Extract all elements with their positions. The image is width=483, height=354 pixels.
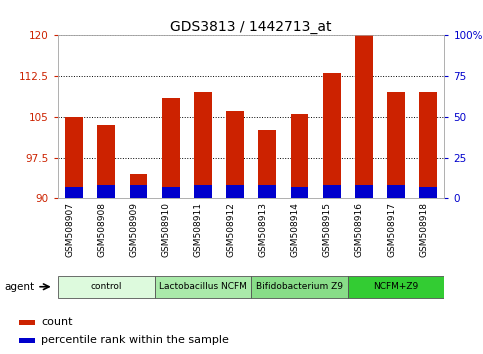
Bar bbox=[258, 130, 276, 198]
Text: GSM508911: GSM508911 bbox=[194, 202, 203, 257]
Bar bbox=[258, 185, 276, 198]
Bar bbox=[19, 338, 35, 343]
Text: GSM508908: GSM508908 bbox=[97, 202, 106, 257]
Bar bbox=[65, 187, 83, 198]
Text: Lactobacillus NCFM: Lactobacillus NCFM bbox=[159, 282, 247, 291]
Text: Bifidobacterium Z9: Bifidobacterium Z9 bbox=[256, 282, 343, 291]
Text: GSM508909: GSM508909 bbox=[129, 202, 139, 257]
Text: agent: agent bbox=[5, 282, 35, 292]
Bar bbox=[129, 174, 147, 198]
Bar bbox=[98, 185, 115, 198]
Text: GSM508918: GSM508918 bbox=[419, 202, 428, 257]
Text: GSM508907: GSM508907 bbox=[65, 202, 74, 257]
Text: GSM508910: GSM508910 bbox=[162, 202, 170, 257]
Text: GSM508915: GSM508915 bbox=[323, 202, 332, 257]
Bar bbox=[419, 187, 437, 198]
Text: GSM508912: GSM508912 bbox=[226, 202, 235, 257]
Text: control: control bbox=[90, 282, 122, 291]
Bar bbox=[355, 35, 373, 198]
Text: NCFM+Z9: NCFM+Z9 bbox=[373, 282, 419, 291]
Bar bbox=[162, 98, 180, 198]
FancyBboxPatch shape bbox=[348, 275, 444, 298]
Bar bbox=[387, 92, 405, 198]
Title: GDS3813 / 1442713_at: GDS3813 / 1442713_at bbox=[170, 21, 332, 34]
Bar bbox=[387, 185, 405, 198]
Bar bbox=[291, 114, 308, 198]
Text: GSM508917: GSM508917 bbox=[387, 202, 396, 257]
Bar bbox=[162, 187, 180, 198]
Bar bbox=[194, 92, 212, 198]
Bar bbox=[65, 117, 83, 198]
Text: GSM508913: GSM508913 bbox=[258, 202, 267, 257]
FancyBboxPatch shape bbox=[251, 275, 348, 298]
Text: GSM508916: GSM508916 bbox=[355, 202, 364, 257]
Bar bbox=[355, 185, 373, 198]
Text: GSM508914: GSM508914 bbox=[290, 202, 299, 257]
Bar bbox=[291, 187, 308, 198]
Bar bbox=[323, 185, 341, 198]
Bar bbox=[19, 320, 35, 325]
Bar bbox=[194, 185, 212, 198]
Text: count: count bbox=[41, 317, 72, 327]
Bar bbox=[419, 92, 437, 198]
Bar bbox=[226, 185, 244, 198]
Bar bbox=[98, 125, 115, 198]
Text: percentile rank within the sample: percentile rank within the sample bbox=[41, 335, 229, 345]
FancyBboxPatch shape bbox=[155, 275, 251, 298]
Bar bbox=[323, 73, 341, 198]
Bar bbox=[129, 185, 147, 198]
FancyBboxPatch shape bbox=[58, 275, 155, 298]
Bar bbox=[226, 112, 244, 198]
